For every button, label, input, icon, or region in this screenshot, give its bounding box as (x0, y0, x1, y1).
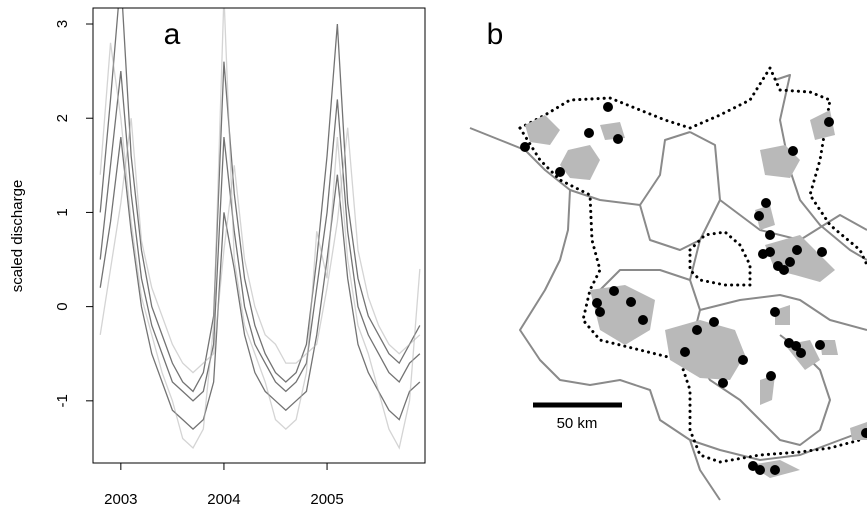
river (639, 204, 701, 251)
series-group (99, 8, 421, 450)
map: b (469, 18, 867, 501)
border (518, 126, 867, 464)
series-line (99, 8, 421, 393)
basin (560, 145, 600, 180)
y-tick-label: 3 (54, 20, 71, 28)
scale-label: 50 km (557, 415, 598, 432)
series-line (99, 136, 421, 430)
river (569, 131, 691, 206)
x-tick-label: 2003 (104, 491, 137, 508)
basin (760, 375, 775, 405)
x-tick-label: 2005 (310, 491, 343, 508)
series-line (99, 71, 421, 402)
basin (765, 235, 835, 282)
river (774, 74, 867, 261)
river (689, 429, 867, 461)
y-tick-label: -1 (54, 394, 71, 407)
y-tick-label: 0 (54, 302, 71, 310)
river (599, 131, 721, 291)
panel-label: a (164, 18, 181, 51)
x-tick-label: 2004 (207, 491, 240, 508)
y-axis-label: scaled discharge (9, 180, 26, 293)
y-tick-label: 2 (54, 114, 71, 122)
y-tick-label: 1 (54, 208, 71, 216)
border (688, 230, 752, 287)
series-line (99, 8, 421, 450)
basin (525, 115, 560, 145)
river (469, 127, 721, 501)
river (699, 294, 867, 331)
basin (590, 285, 655, 345)
basin (665, 320, 745, 380)
panel-label: b (487, 18, 504, 51)
river (719, 199, 867, 241)
stations (520, 102, 867, 475)
border (518, 64, 867, 267)
plot-frame (92, 7, 426, 464)
series-line (99, 118, 421, 374)
